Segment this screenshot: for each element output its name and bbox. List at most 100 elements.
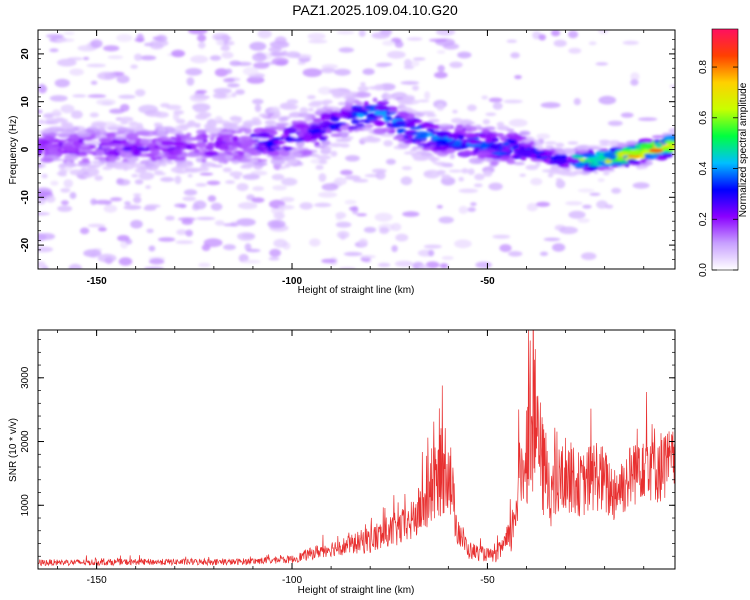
heatmap-speckle bbox=[103, 204, 118, 213]
heatmap-cell bbox=[630, 161, 641, 164]
heatmap-cell bbox=[310, 100, 326, 105]
heatmap-cell bbox=[449, 153, 455, 159]
heatmap-cell bbox=[414, 141, 421, 145]
heatmap-cell bbox=[61, 122, 73, 125]
heatmap-speckle bbox=[611, 187, 622, 194]
heatmap-cell bbox=[335, 122, 347, 125]
heatmap-cell bbox=[98, 137, 113, 144]
heatmap-cell bbox=[434, 130, 440, 134]
heatmap-speckle bbox=[374, 212, 393, 222]
heatmap-cell bbox=[476, 151, 491, 157]
heatmap-speckle bbox=[185, 229, 193, 237]
heatmap-speckle bbox=[568, 210, 586, 219]
heatmap-cell bbox=[211, 164, 223, 168]
heatmap-cell bbox=[89, 144, 97, 149]
heatmap-speckle bbox=[270, 220, 281, 227]
heatmap-cell bbox=[484, 138, 492, 143]
heatmap-speckle bbox=[336, 30, 355, 35]
heatmap-cell bbox=[229, 116, 243, 120]
heatmap-speckle bbox=[588, 41, 597, 46]
heatmap-speckle bbox=[134, 179, 144, 185]
heatmap-speckle bbox=[428, 249, 435, 257]
heatmap-cell bbox=[60, 188, 71, 193]
heatmap-speckle bbox=[144, 42, 153, 47]
heatmap-cell bbox=[640, 153, 646, 160]
heatmap-cell bbox=[93, 156, 108, 160]
heatmap-cell bbox=[360, 82, 366, 86]
heatmap-speckle bbox=[390, 223, 402, 231]
heatmap-cell bbox=[94, 149, 105, 153]
heatmap-cell bbox=[410, 152, 420, 157]
heatmap-speckle bbox=[271, 173, 285, 181]
heatmap-cell bbox=[566, 157, 580, 164]
heatmap-cell bbox=[318, 159, 328, 165]
heatmap-cell bbox=[433, 161, 448, 165]
heatmap-cell bbox=[135, 146, 145, 150]
heatmap-cell bbox=[628, 149, 642, 156]
heatmap-speckle bbox=[181, 219, 194, 225]
heatmap-cell bbox=[83, 136, 97, 140]
heatmap-cell bbox=[90, 133, 97, 137]
heatmap-cell bbox=[281, 155, 295, 160]
heatmap-cell bbox=[420, 111, 435, 115]
heatmap-speckle bbox=[630, 79, 639, 86]
heatmap-cell bbox=[315, 165, 324, 170]
heatmap-speckle bbox=[223, 223, 238, 227]
heatmap-cell bbox=[127, 158, 137, 165]
heatmap-cell bbox=[609, 140, 620, 145]
heatmap-speckle bbox=[235, 89, 245, 95]
heatmap-speckle bbox=[598, 95, 617, 105]
heatmap-cell bbox=[583, 158, 597, 162]
heatmap-cell bbox=[201, 159, 207, 163]
heatmap-cell bbox=[226, 151, 233, 156]
heatmap-speckle bbox=[251, 197, 265, 203]
heatmap-speckle bbox=[174, 203, 186, 208]
heatmap-cell bbox=[428, 118, 440, 123]
heatmap-cell bbox=[57, 133, 71, 139]
heatmap-cell bbox=[122, 144, 133, 147]
heatmap-cell bbox=[179, 124, 189, 131]
heatmap-speckle bbox=[87, 223, 106, 228]
heatmap-speckle bbox=[402, 211, 420, 217]
heatmap-speckle bbox=[196, 216, 216, 221]
heatmap-speckle bbox=[257, 30, 272, 39]
heatmap-speckle bbox=[349, 206, 359, 211]
heatmap-cell bbox=[413, 131, 429, 136]
spectrogram-xtick-label: -150 bbox=[87, 276, 107, 287]
heatmap-cell bbox=[535, 155, 542, 160]
heatmap-cell bbox=[618, 154, 624, 157]
heatmap-cell bbox=[441, 174, 451, 180]
heatmap-speckle bbox=[536, 145, 544, 150]
heatmap-cell bbox=[458, 176, 465, 182]
heatmap-speckle bbox=[203, 238, 223, 248]
heatmap-cell bbox=[490, 143, 501, 150]
heatmap-speckle bbox=[244, 243, 252, 251]
heatmap-speckle bbox=[165, 215, 175, 221]
heatmap-cell bbox=[508, 133, 523, 141]
heatmap-speckle bbox=[61, 200, 69, 206]
heatmap-cell bbox=[39, 140, 50, 144]
heatmap-cell bbox=[649, 148, 664, 153]
heatmap-cell bbox=[119, 116, 134, 122]
heatmap-cell bbox=[251, 117, 261, 122]
heatmap-speckle bbox=[145, 204, 161, 208]
heatmap-speckle bbox=[439, 263, 449, 269]
heatmap-cell bbox=[473, 146, 480, 154]
heatmap-speckle bbox=[622, 40, 639, 45]
heatmap-cell bbox=[272, 140, 285, 145]
heatmap-speckle bbox=[454, 239, 472, 249]
heatmap-cell bbox=[376, 100, 390, 106]
heatmap-speckle bbox=[274, 36, 287, 45]
heatmap-speckle bbox=[343, 251, 363, 257]
heatmap-speckle bbox=[321, 258, 337, 264]
heatmap-cell bbox=[124, 153, 133, 159]
snr-xtick-label: -50 bbox=[480, 575, 495, 586]
heatmap-speckle bbox=[155, 34, 168, 43]
heatmap-cell bbox=[285, 136, 294, 142]
heatmap-cell bbox=[151, 130, 158, 135]
heatmap-cell bbox=[283, 146, 293, 151]
heatmap-cell bbox=[160, 140, 175, 146]
heatmap-speckle bbox=[380, 133, 395, 138]
heatmap-speckle bbox=[597, 30, 609, 34]
heatmap-cell bbox=[229, 171, 243, 178]
